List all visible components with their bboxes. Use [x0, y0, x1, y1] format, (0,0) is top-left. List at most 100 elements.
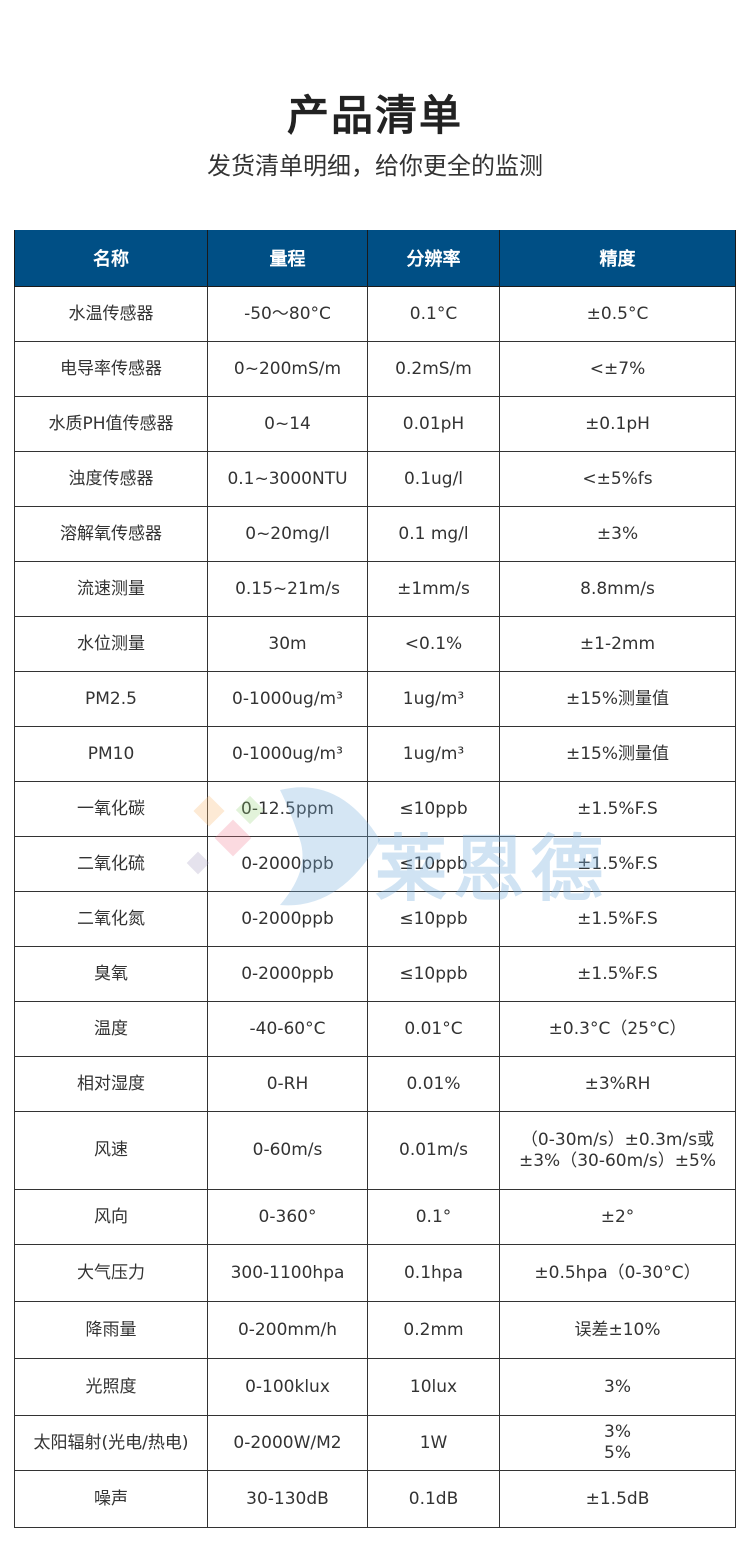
cell-resolution: 0.01% [367, 1056, 500, 1112]
cell-name: 流速测量 [14, 561, 208, 617]
cell-resolution: ≤10ppb [367, 891, 500, 947]
table-row: 二氧化硫 0-2000ppb ≤10ppb ±1.5%F.S [14, 836, 736, 892]
cell-accuracy: （0-30m/s）±0.3m/s或 ±3%（30-60m/s）±5% [499, 1111, 736, 1190]
cell-range: -40-60°C [207, 1001, 368, 1057]
page-title: 产品清单 [286, 91, 463, 140]
table-header-row: 名称 量程 分辨率 精度 [14, 230, 736, 287]
table-row: PM10 0-1000ug/m³ 1ug/m³ ±15%测量值 [14, 726, 736, 782]
table-row: 太阳辐射(光电/热电) 0-2000W/M2 1W 3% 5% [14, 1415, 736, 1471]
column-header-resolution: 分辨率 [367, 230, 500, 287]
cell-accuracy: 3% 5% [499, 1415, 736, 1471]
cell-range: 0.15~21m/s [207, 561, 368, 617]
cell-resolution: 0.1°C [367, 286, 500, 342]
cell-range: 300-1100hpa [207, 1244, 368, 1302]
cell-resolution: 0.1hpa [367, 1244, 500, 1302]
cell-resolution: 0.2mm [367, 1301, 500, 1359]
table-row: PM2.5 0-1000ug/m³ 1ug/m³ ±15%测量值 [14, 671, 736, 727]
table-row: 电导率传感器 0~200mS/m 0.2mS/m <±7% [14, 341, 736, 397]
table-row: 流速测量 0.15~21m/s ±1mm/s 8.8mm/s [14, 561, 736, 617]
table-row: 噪声 30-130dB 0.1dB ±1.5dB [14, 1470, 736, 1528]
cell-range: 0-1000ug/m³ [207, 726, 368, 782]
cell-accuracy: <±5%fs [499, 451, 736, 507]
cell-accuracy: ±0.5°C [499, 286, 736, 342]
cell-name: 浊度传感器 [14, 451, 208, 507]
cell-name: 水位测量 [14, 616, 208, 672]
cell-resolution: 0.2mS/m [367, 341, 500, 397]
cell-resolution: 1ug/m³ [367, 726, 500, 782]
cell-name: PM10 [14, 726, 208, 782]
cell-accuracy: ±15%测量值 [499, 726, 736, 782]
cell-range: 0-2000W/M2 [207, 1415, 368, 1471]
cell-name: 相对湿度 [14, 1056, 208, 1112]
cell-accuracy: ±1.5%F.S [499, 836, 736, 892]
cell-resolution: 10lux [367, 1358, 500, 1416]
cell-accuracy: 误差±10% [499, 1301, 736, 1359]
cell-resolution: <0.1% [367, 616, 500, 672]
cell-accuracy: ±15%测量值 [499, 671, 736, 727]
cell-accuracy: 3% [499, 1358, 736, 1416]
table-row: 风向 0-360° 0.1° ±2° [14, 1189, 736, 1245]
table-row: 温度 -40-60°C 0.01°C ±0.3°C（25°C） [14, 1001, 736, 1057]
cell-accuracy: ±1.5%F.S [499, 781, 736, 837]
table-row: 二氧化氮 0-2000ppb ≤10ppb ±1.5%F.S [14, 891, 736, 947]
cell-name: 大气压力 [14, 1244, 208, 1302]
cell-resolution: 0.1dB [367, 1470, 500, 1528]
table-row: 大气压力 300-1100hpa 0.1hpa ±0.5hpa（0-30°C） [14, 1244, 736, 1302]
cell-resolution: ≤10ppb [367, 836, 500, 892]
cell-range: 30-130dB [207, 1470, 368, 1528]
cell-name: 风向 [14, 1189, 208, 1245]
cell-name: 水温传感器 [14, 286, 208, 342]
table-row: 降雨量 0-200mm/h 0.2mm 误差±10% [14, 1301, 736, 1359]
cell-accuracy: ±3% [499, 506, 736, 562]
cell-range: 0-2000ppb [207, 836, 368, 892]
table-row: 风速 0-60m/s 0.01m/s （0-30m/s）±0.3m/s或 ±3%（30… [14, 1111, 736, 1190]
column-header-range: 量程 [207, 230, 368, 287]
cell-accuracy: ±0.5hpa（0-30°C） [499, 1244, 736, 1302]
cell-resolution: 1W [367, 1415, 500, 1471]
cell-range: 0-2000ppb [207, 946, 368, 1002]
cell-name: 二氧化氮 [14, 891, 208, 947]
cell-name: 太阳辐射(光电/热电) [14, 1415, 208, 1471]
cell-resolution: 0.01m/s [367, 1111, 500, 1190]
cell-accuracy: ±0.3°C（25°C） [499, 1001, 736, 1057]
table-row: 溶解氧传感器 0~20mg/l 0.1 mg/l ±3% [14, 506, 736, 562]
cell-name: 降雨量 [14, 1301, 208, 1359]
cell-resolution: 0.1 mg/l [367, 506, 500, 562]
table-row: 光照度 0-100klux 10lux 3% [14, 1358, 736, 1416]
product-list-table: 名称 量程 分辨率 精度 水温传感器 -50～80°C 0.1°C ±0.5°C 电导率… [14, 230, 736, 1528]
cell-range: 0-360° [207, 1189, 368, 1245]
cell-range: 0-100klux [207, 1358, 368, 1416]
cell-range: 0-1000ug/m³ [207, 671, 368, 727]
cell-accuracy: ±1.5%F.S [499, 946, 736, 1002]
cell-name: 水质PH值传感器 [14, 396, 208, 452]
cell-accuracy: ±1.5dB [499, 1470, 736, 1528]
table-row: 臭氧 0-2000ppb ≤10ppb ±1.5%F.S [14, 946, 736, 1002]
cell-range: 30m [207, 616, 368, 672]
cell-resolution: ≤10ppb [367, 946, 500, 1002]
table-row: 水位测量 30m <0.1% ±1-2mm [14, 616, 736, 672]
cell-resolution: ≤10ppb [367, 781, 500, 837]
cell-range: 0~200mS/m [207, 341, 368, 397]
cell-range: 0~14 [207, 396, 368, 452]
cell-accuracy: ±1.5%F.S [499, 891, 736, 947]
cell-name: 电导率传感器 [14, 341, 208, 397]
cell-name: PM2.5 [14, 671, 208, 727]
cell-accuracy: ±3%RH [499, 1056, 736, 1112]
cell-accuracy: ±0.1pH [499, 396, 736, 452]
cell-range: 0-12.5ppm [207, 781, 368, 837]
cell-range: 0.1~3000NTU [207, 451, 368, 507]
cell-name: 溶解氧传感器 [14, 506, 208, 562]
cell-resolution: 0.01°C [367, 1001, 500, 1057]
cell-accuracy: <±7% [499, 341, 736, 397]
cell-name: 二氧化硫 [14, 836, 208, 892]
cell-range: 0-RH [207, 1056, 368, 1112]
cell-resolution: 1ug/m³ [367, 671, 500, 727]
table-row: 浊度传感器 0.1~3000NTU 0.1ug/l <±5%fs [14, 451, 736, 507]
cell-range: 0-2000ppb [207, 891, 368, 947]
cell-range: 0-60m/s [207, 1111, 368, 1190]
table-row: 一氧化碳 0-12.5ppm ≤10ppb ±1.5%F.S [14, 781, 736, 837]
cell-range: 0-200mm/h [207, 1301, 368, 1359]
cell-name: 风速 [14, 1111, 208, 1190]
table-row: 水温传感器 -50～80°C 0.1°C ±0.5°C [14, 286, 736, 342]
